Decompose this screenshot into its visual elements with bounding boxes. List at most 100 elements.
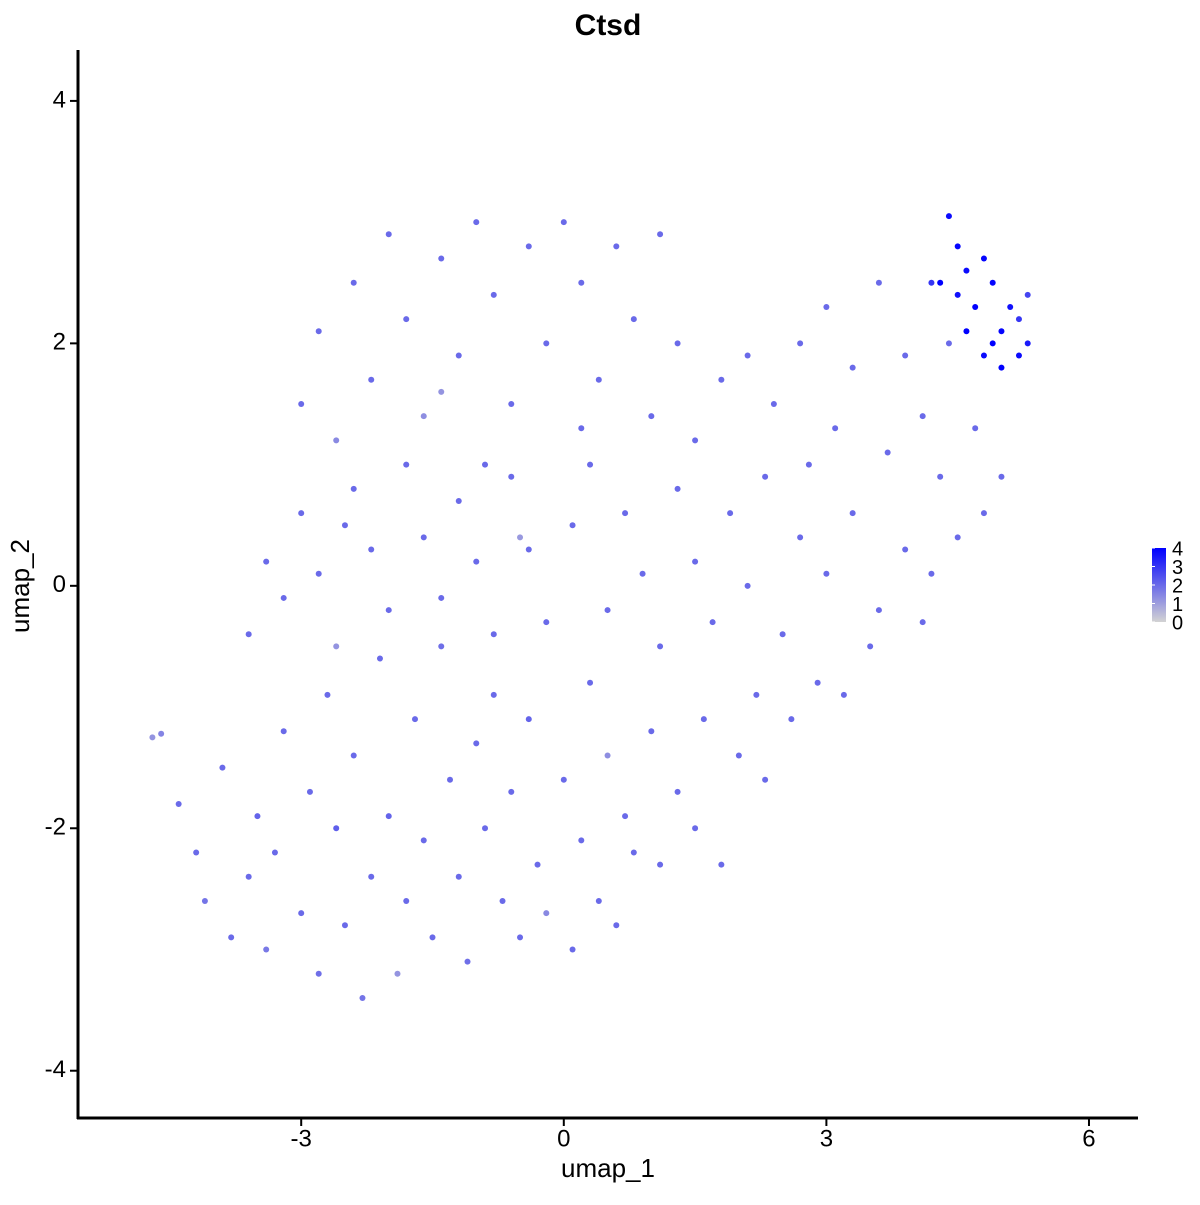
point xyxy=(420,837,427,844)
point xyxy=(263,946,270,953)
point xyxy=(674,485,681,492)
point xyxy=(919,413,926,420)
point xyxy=(622,813,629,820)
point xyxy=(937,473,944,480)
point xyxy=(455,497,462,504)
x-axis-label: umap_1 xyxy=(561,1153,655,1183)
point xyxy=(1024,291,1031,298)
point xyxy=(998,364,1005,371)
y-tick-label: 2 xyxy=(53,329,66,356)
point xyxy=(980,255,987,262)
point xyxy=(517,534,524,541)
point xyxy=(315,328,322,335)
point xyxy=(867,643,874,650)
point xyxy=(315,970,322,977)
point xyxy=(324,691,331,698)
point xyxy=(263,558,270,565)
point xyxy=(595,376,602,383)
point xyxy=(525,716,532,723)
point xyxy=(350,279,357,286)
point xyxy=(595,898,602,905)
point xyxy=(875,607,882,614)
point xyxy=(1024,340,1031,347)
point xyxy=(578,837,585,844)
point xyxy=(718,376,725,383)
point xyxy=(832,425,839,432)
point xyxy=(788,716,795,723)
point xyxy=(490,631,497,638)
point xyxy=(271,849,278,856)
point xyxy=(849,510,856,517)
point xyxy=(193,849,200,856)
x-tick-label: 3 xyxy=(820,1125,833,1152)
point xyxy=(517,934,524,941)
point xyxy=(945,340,952,347)
point xyxy=(438,388,445,395)
y-tick-label: -2 xyxy=(45,814,66,841)
point xyxy=(963,267,970,274)
point xyxy=(394,970,401,977)
point xyxy=(473,219,480,226)
point xyxy=(963,328,970,335)
point xyxy=(560,219,567,226)
y-tick-label: 4 xyxy=(53,86,66,113)
point xyxy=(657,643,664,650)
point xyxy=(1007,303,1014,310)
point xyxy=(954,534,961,541)
x-tick-label: -3 xyxy=(291,1125,312,1152)
point xyxy=(508,400,515,407)
chart-title: Ctsd xyxy=(575,9,642,42)
point xyxy=(954,291,961,298)
point xyxy=(569,522,576,529)
point xyxy=(464,958,471,965)
point xyxy=(158,730,165,737)
point xyxy=(149,734,156,741)
point xyxy=(587,461,594,468)
point xyxy=(622,510,629,517)
point xyxy=(543,340,550,347)
point xyxy=(700,716,707,723)
point xyxy=(315,570,322,577)
point xyxy=(945,213,952,220)
colorbar-tick-label: 2 xyxy=(1172,575,1183,597)
point xyxy=(744,582,751,589)
point xyxy=(692,825,699,832)
point xyxy=(455,352,462,359)
point xyxy=(1015,316,1022,323)
point xyxy=(385,607,392,614)
point xyxy=(350,752,357,759)
point xyxy=(228,934,235,941)
point xyxy=(333,437,340,444)
point xyxy=(490,291,497,298)
point xyxy=(849,364,856,371)
y-tick-label: 0 xyxy=(53,571,66,598)
point xyxy=(805,461,812,468)
point xyxy=(403,461,410,468)
point xyxy=(779,631,786,638)
point xyxy=(368,376,375,383)
point xyxy=(674,788,681,795)
y-tick-label: -4 xyxy=(45,1056,66,1083)
point xyxy=(569,946,576,953)
point xyxy=(298,910,305,917)
point xyxy=(770,400,777,407)
point xyxy=(727,510,734,517)
point xyxy=(359,994,366,1001)
point xyxy=(840,691,847,698)
point xyxy=(420,534,427,541)
point xyxy=(543,619,550,626)
point xyxy=(709,619,716,626)
point xyxy=(884,449,891,456)
point xyxy=(438,643,445,650)
colorbar-tick-label: 0 xyxy=(1172,612,1183,634)
point xyxy=(814,679,821,686)
point xyxy=(919,619,926,626)
point xyxy=(420,413,427,420)
point xyxy=(980,510,987,517)
point xyxy=(797,340,804,347)
point xyxy=(403,898,410,905)
point xyxy=(928,570,935,577)
point xyxy=(578,279,585,286)
